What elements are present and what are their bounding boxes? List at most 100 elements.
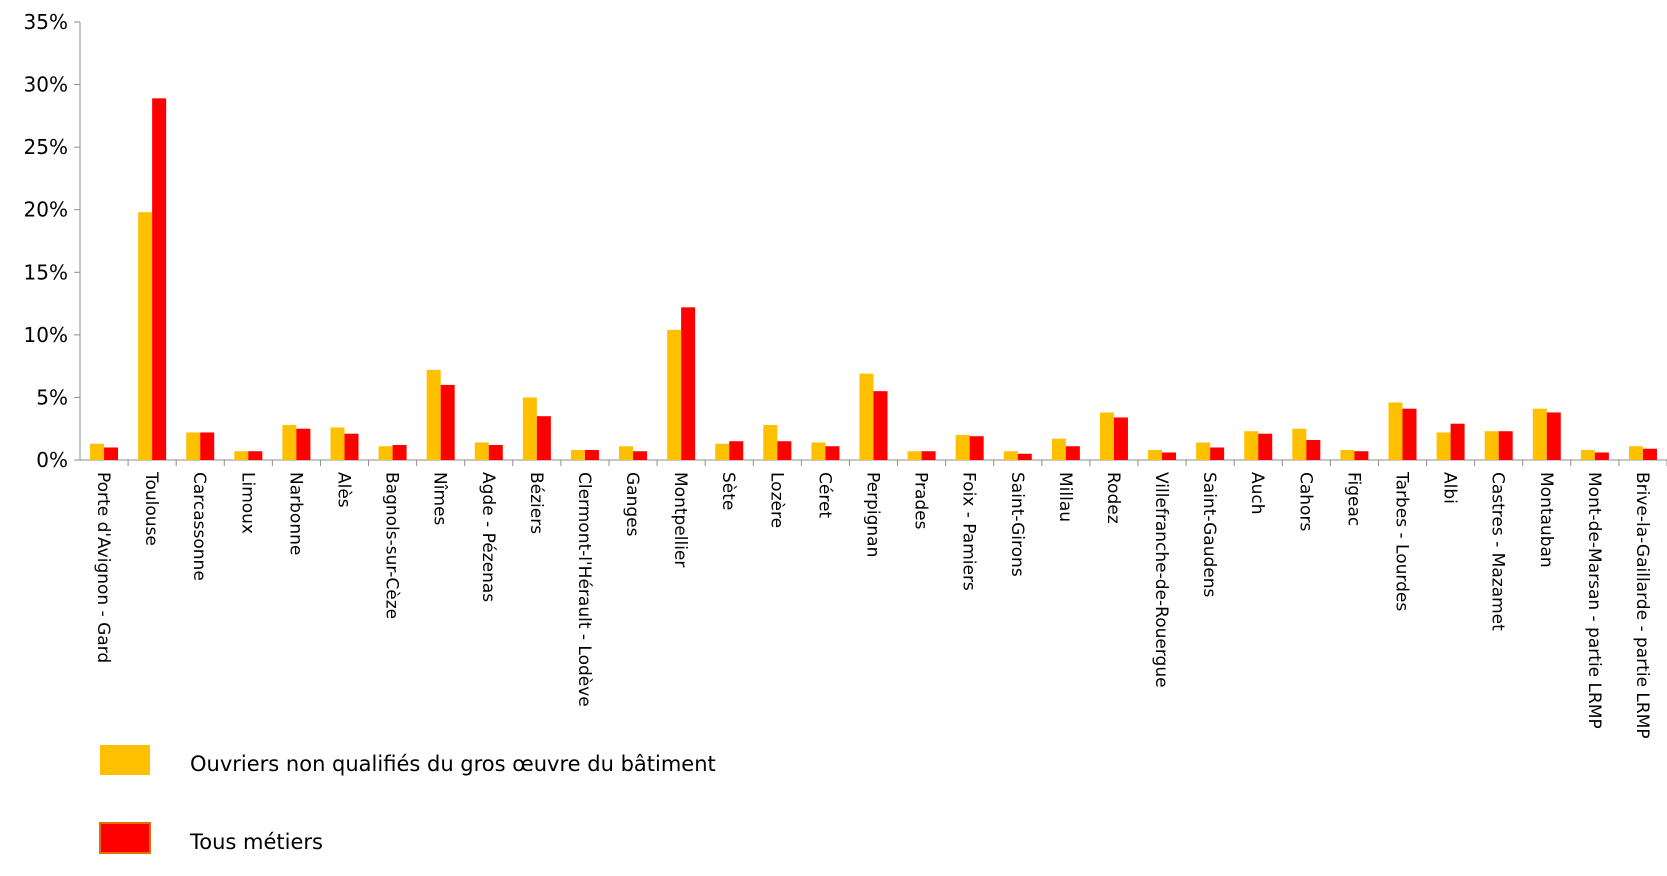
legend: Ouvriers non qualifiés du gros œuvre du … xyxy=(99,745,716,854)
bar-series-1 xyxy=(667,329,682,460)
bar-series-1 xyxy=(907,451,922,460)
bars xyxy=(90,98,1657,460)
bar-series-1 xyxy=(619,446,634,460)
x-tick-label: Carcassonne xyxy=(189,472,209,581)
bar-series-2 xyxy=(825,446,840,460)
bar-series-1 xyxy=(282,424,297,460)
bar-series-1 xyxy=(90,443,105,460)
bar-series-1 xyxy=(1436,432,1451,460)
bar-series-2 xyxy=(633,451,648,460)
x-tick-label: Montpellier xyxy=(670,472,690,567)
bar-series-2 xyxy=(1113,417,1128,460)
bar-series-1 xyxy=(1148,449,1163,460)
y-tick-label: 5% xyxy=(36,385,68,409)
bar-series-2 xyxy=(584,449,599,460)
bar-series-1 xyxy=(426,369,441,460)
bar-series-1 xyxy=(1532,408,1547,460)
bar-series-1 xyxy=(1051,438,1066,460)
x-tick-label: Saint-Girons xyxy=(1007,472,1027,577)
bar-series-1 xyxy=(522,397,537,460)
y-tick-label: 20% xyxy=(24,198,68,222)
x-tick-label: Sète xyxy=(718,472,738,510)
x-tick-label: Cahors xyxy=(1295,472,1315,531)
bar-series-1 xyxy=(378,446,393,460)
bar-series-1 xyxy=(763,424,778,460)
bar-series-2 xyxy=(1065,446,1080,460)
bar-series-2 xyxy=(1017,453,1032,460)
x-tick-label: Toulouse xyxy=(141,471,161,546)
x-tick-label: Millau xyxy=(1055,472,1075,522)
y-tick-label: 15% xyxy=(24,260,68,284)
bar-series-1 xyxy=(1244,431,1259,460)
x-tick-label: Castres - Mazamet xyxy=(1488,472,1508,631)
legend-label-series-1: Ouvriers non qualifiés du gros œuvre du … xyxy=(190,752,716,776)
x-tick-label: Bagnols-sur-Cèze xyxy=(382,472,402,619)
bar-series-1 xyxy=(570,449,585,460)
legend-item-series-2: Tous métiers xyxy=(99,822,323,854)
bar-series-2 xyxy=(1642,448,1657,460)
x-tick-label: Auch xyxy=(1247,472,1267,515)
x-tick-label: Alès xyxy=(334,472,354,508)
bar-series-2 xyxy=(681,307,696,460)
bar-series-1 xyxy=(859,373,874,460)
bar-series-1 xyxy=(474,442,489,460)
bar-series-1 xyxy=(138,212,153,460)
bar-series-1 xyxy=(811,442,826,460)
bar-series-1 xyxy=(330,427,345,460)
bar-series-2 xyxy=(152,98,167,460)
bar-series-2 xyxy=(440,384,455,460)
bar-series-2 xyxy=(104,447,119,460)
x-tick-label: Céret xyxy=(814,472,834,518)
bar-series-2 xyxy=(248,451,263,460)
x-tick-label: Rodez xyxy=(1103,472,1123,524)
x-tick-label: Béziers xyxy=(526,472,546,534)
x-tick-label: Prades xyxy=(911,472,931,530)
bar-series-2 xyxy=(296,428,311,460)
x-tick-label: Brive-la-Gaillarde - partie LRMP xyxy=(1632,472,1652,739)
bar-series-2 xyxy=(873,391,888,460)
x-tick-label: Montauban xyxy=(1536,472,1556,568)
bar-series-1 xyxy=(1484,431,1499,460)
bar-series-2 xyxy=(1210,447,1225,460)
bar-series-1 xyxy=(1388,402,1403,460)
y-tick-label: 35% xyxy=(24,10,68,34)
bar-series-2 xyxy=(1594,452,1609,460)
bar-series-2 xyxy=(921,451,936,460)
bar-series-2 xyxy=(1354,451,1369,460)
x-tick-label: Tarbes - Lourdes xyxy=(1392,471,1412,611)
x-tick-label: Clermont-l'Hérault - Lodève xyxy=(574,472,594,707)
x-tick-label: Villefranche-de-Rouergue xyxy=(1151,472,1171,688)
bar-series-1 xyxy=(186,432,201,460)
bar-series-2 xyxy=(1162,452,1177,460)
legend-swatch-series-1 xyxy=(100,745,150,775)
bar-series-1 xyxy=(1099,412,1114,460)
x-axis-labels: Porte d'Avignon - Gard Toulouse Carcassonn… xyxy=(93,460,1667,739)
bar-series-2 xyxy=(1450,423,1465,460)
bar-series-1 xyxy=(715,443,730,460)
y-tick-label: 10% xyxy=(24,323,68,347)
bar-series-2 xyxy=(729,441,744,460)
x-tick-label: Porte d'Avignon - Gard xyxy=(93,472,113,663)
x-tick-label: Saint-Gaudens xyxy=(1199,472,1219,598)
y-tick-label: 0% xyxy=(36,448,68,472)
bar-series-1 xyxy=(1196,442,1211,460)
x-tick-label: Foix - Pamiers xyxy=(959,472,979,591)
bar-series-1 xyxy=(1340,449,1355,460)
bar-series-1 xyxy=(1628,446,1643,460)
bar-series-2 xyxy=(1498,431,1513,460)
x-tick-label: Ganges xyxy=(622,472,642,537)
bar-series-1 xyxy=(1292,428,1307,460)
bar-series-2 xyxy=(1258,433,1273,460)
y-tick-label: 25% xyxy=(24,135,68,159)
y-axis-ticks: 0% 5% 10% 15% 20% 25% 30% 35% xyxy=(24,10,80,472)
bar-series-2 xyxy=(392,444,407,460)
x-tick-label: Nîmes xyxy=(430,472,450,525)
bar-series-2 xyxy=(488,444,503,460)
x-tick-label: Mont-de-Marsan - partie LRMP xyxy=(1584,472,1604,729)
bar-series-1 xyxy=(1003,451,1018,460)
bar-series-2 xyxy=(200,432,215,460)
bar-series-2 xyxy=(969,436,984,460)
x-tick-label: Lozère xyxy=(766,472,786,528)
bar-series-2 xyxy=(536,416,551,460)
